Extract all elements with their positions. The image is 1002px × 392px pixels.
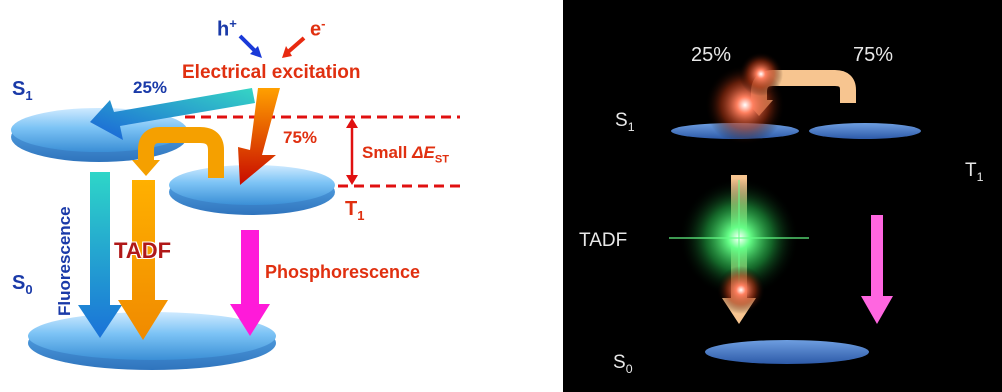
singlet-percent-label: 25% — [133, 78, 168, 97]
hole-arrow-head — [250, 46, 262, 58]
tadf-diagram-right: 25% 75% S1 T1 TADF S0 — [563, 0, 1002, 392]
s1-label: S1 — [12, 78, 33, 103]
electron-label: e- — [310, 16, 326, 41]
gap-arrow-up-head — [346, 118, 358, 128]
orange-glow-bottom — [717, 266, 765, 314]
fluorescence-label: Fluorescence — [55, 206, 74, 316]
right-diagram-graphics — [669, 52, 921, 364]
phosphorescence-arrow-right — [861, 215, 893, 324]
hole-arrow — [238, 34, 258, 54]
singlet-excitation-arrow — [90, 88, 255, 140]
risc-bent-arrow — [138, 127, 224, 178]
s0-disc-right — [705, 340, 869, 364]
triplet-percent-label-right: 75% — [853, 44, 894, 66]
tadf-label-right: TADF — [579, 230, 628, 251]
tadf-arrow — [118, 180, 168, 340]
hole-label: h+ — [217, 16, 237, 41]
triplet-excitation-arrow — [238, 88, 280, 185]
s0-disc — [28, 312, 276, 360]
t1-label: T1 — [345, 198, 365, 223]
s0-label: S0 — [12, 272, 33, 297]
t1-label-right: T1 — [965, 160, 984, 184]
risc-arrow-head — [132, 160, 160, 176]
singlet-percent-label-right: 25% — [691, 44, 732, 66]
small-delta-est-label: Small ΔEST — [362, 143, 449, 166]
t1-disc-right — [809, 123, 921, 139]
electron-arrow — [286, 36, 306, 54]
electron-arrow-head — [282, 46, 292, 58]
jablonski-diagram-left: h+ e- Electrical excitation S1 25% 75% S… — [11, 16, 460, 370]
phosphorescence-label: Phosphorescence — [265, 262, 421, 282]
triplet-percent-label: 75% — [283, 128, 318, 147]
phosphorescence-arrow — [230, 230, 270, 336]
fluorescence-arrow — [78, 172, 122, 338]
tadf-label: TADF — [114, 238, 172, 263]
electrical-excitation-label: Electrical excitation — [182, 62, 361, 83]
gap-arrow-down-head — [346, 175, 358, 185]
orange-glow-top-small — [739, 52, 783, 96]
left-diagram-graphics — [11, 34, 460, 370]
s1-label-right: S1 — [615, 110, 635, 134]
s0-label-right: S0 — [613, 352, 633, 376]
